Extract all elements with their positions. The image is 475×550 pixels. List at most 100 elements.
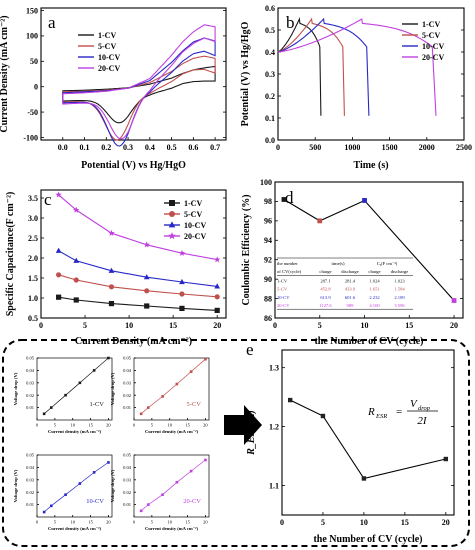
inset-10-CV-y-tick-label: 0.02	[26, 490, 34, 495]
inset-5-CV-point	[146, 406, 150, 409]
panel-b-y-tick-label: 0.2	[265, 92, 275, 101]
panel-b-x-axis-label: Time (s)	[353, 160, 388, 171]
panel-a-y-tick-label: 150	[26, 6, 38, 15]
panel-b-gcd-10-CV	[277, 17, 370, 116]
panel-a-y-axis-label: Current Density (mA cm⁻²)	[0, 15, 10, 132]
panel-d-y-tick-label: 92	[264, 256, 272, 265]
panel-b-x-tick-label: 2000	[419, 143, 435, 152]
panel-e-y-tick-label: 1.1	[269, 481, 279, 490]
panel-d-table-cell: 433.9	[345, 287, 356, 292]
inset-20-CV-y-tick-label: 0.04	[123, 465, 132, 470]
marker-star	[178, 249, 186, 256]
inset-20-CV-series	[139, 458, 207, 513]
panel-c-y-tick-label: 2.5	[28, 234, 38, 243]
panel-c-x-axis-label: Current Density (mA cm⁻²)	[75, 336, 192, 347]
inset-1-CV-point	[49, 406, 53, 409]
panel-a-x-tick-label: 0.2	[101, 143, 111, 152]
inset-1-CV-y-tick-label: 0.01	[26, 405, 34, 410]
marker-star	[143, 241, 150, 248]
panel-d-table-cell: 3.596	[394, 303, 405, 308]
panel-d-x-tick-label: 5	[318, 321, 322, 330]
panel-e-x-tick-label: 0	[280, 518, 284, 527]
panel-d-table-cell: 1-CV	[277, 278, 288, 283]
panel-d-table-subheader: of CV(cycle)	[277, 269, 302, 274]
panel-a-y-tick-label: 0	[34, 82, 38, 91]
inset-20-CV-axes: 0 5 10 15 20 0.01 0.02 0.03 0.04 0.05	[123, 453, 210, 525]
inset-5-CV-axes: 0 5 10 15 20 0.01 0.02 0.03 0.04 0.05	[123, 356, 210, 428]
inset-10-CV-y-tick-label: 0.05	[26, 453, 35, 458]
inset-10-CV-x-tick-label: 10	[70, 520, 75, 525]
panel-d-table: the number time(s) Cₐ(F cm⁻²) of CV(cycle) c…	[277, 257, 413, 310]
inset-1-CV-series	[42, 356, 110, 416]
panel-a-legend-label: 1-CV	[98, 31, 116, 40]
inset-1-CV-y-tick-label: 0.03	[26, 380, 35, 385]
panel-label-c: c	[44, 190, 52, 209]
marker-triangle	[73, 257, 80, 263]
inset-1-CV-point	[92, 369, 96, 372]
panel-c-legend: 1-CV 5-CV 10-CV 20-CV	[164, 199, 206, 241]
panel-c-legend-label: 5-CV	[184, 210, 202, 219]
inset-10-CV-series	[42, 461, 110, 514]
panel-d-line	[283, 199, 455, 301]
panel-e-x-tick-label: 10	[360, 518, 368, 527]
panel-a-legend-label: 5-CV	[98, 42, 116, 51]
marker-star	[168, 232, 176, 240]
inset-5-CV-y-axis-label: Voltage drop (V)	[110, 372, 115, 405]
inset-1-CV-y-axis-label: Voltage drop (V)	[13, 372, 18, 405]
panel-c-line-5-CV	[58, 274, 218, 298]
panel-d-x-tick-label: 0	[273, 321, 277, 330]
panel-d-table-cell: 20-CV	[277, 303, 290, 308]
panel-d-y-tick-label: 88	[264, 294, 272, 303]
inset-1-CV-label: 1-CV	[90, 401, 105, 408]
inset-10-CV-x-axis-label: Current density (mA cm⁻²)	[48, 526, 102, 531]
inset-20-CV-x-tick-label: 0	[133, 520, 136, 525]
inset-20-CV-point	[139, 509, 143, 513]
panel-label-d: d	[285, 188, 294, 207]
panel-b-legend-label: 5-CV	[422, 31, 440, 40]
equation-equals: =	[396, 406, 402, 418]
panel-d-table-cell: 601.6	[345, 295, 356, 300]
panel-b-legend-label: 10-CV	[422, 42, 444, 51]
inset-5-CV-x-tick-label: 20	[203, 423, 208, 428]
inset-5-CV-x-tick-label: 5	[151, 423, 154, 428]
panel-e-series	[287, 397, 449, 481]
inset-5-CV-x-tick-label: 15	[185, 423, 190, 428]
inset-5-CV-y-tick-label: 0.04	[123, 368, 132, 373]
inset-1-CV-x-tick-label: 0	[36, 423, 39, 428]
inset-20-CV-point	[189, 469, 193, 473]
panel-d-table-cell: 989	[347, 303, 355, 308]
marker-triangle	[179, 278, 185, 285]
inset-5-CV-x-axis-label: Current density (mA cm⁻²)	[145, 429, 199, 434]
panel-d-x-axis-label: the Number of CV (cycle)	[314, 336, 423, 347]
inset-20-CV-point	[146, 503, 150, 506]
panel-b-y-axis-label: Potential (V) vs Hg/HgO	[240, 21, 251, 126]
panel-d-table-cell: 2.189	[394, 295, 405, 300]
panel-d-table-cell: 1.024	[369, 278, 380, 283]
inset-10-CV-y-tick-label: 0.04	[26, 465, 35, 470]
inset-10-CV-y-tick-label: 0.03	[26, 477, 35, 482]
panel-c-line-1-CV	[58, 296, 218, 311]
marker-star	[73, 206, 80, 213]
panel-b-x-tick-label: 500	[309, 143, 321, 152]
inset-5-CV-point	[161, 395, 164, 398]
inset-5-CV-y-tick-label: 0.05	[123, 356, 132, 361]
panel-c-x-tick-label: 15	[169, 321, 177, 330]
inset-20-CV-point	[204, 458, 207, 462]
panel-c-legend-label: 1-CV	[184, 199, 202, 208]
inset-20-CV-y-tick-label: 0.02	[123, 490, 131, 495]
panel-b-axes: 0 500 1000 1500 2000 2500 0.0 0.1 0.2 0.3 0.4 0.5 0.…	[265, 4, 472, 152]
panel-a-cv-loop-10-CV	[62, 37, 216, 147]
inset-10-CV-frame	[36, 454, 113, 518]
inset-1-CV-point	[78, 381, 82, 385]
inset-10-CV-x-tick-label: 0	[36, 520, 39, 525]
panel-b-legend-label: 1-CV	[422, 20, 440, 29]
panel-a-y-tick-label: -100	[23, 133, 38, 142]
panel-d-table-cell: 1.651	[369, 287, 380, 292]
marker-triangle	[55, 247, 62, 253]
panel-c-series-10-CV	[55, 247, 221, 289]
arrow-icon	[224, 405, 262, 445]
panel-a-cv-loop-1-CV	[62, 65, 216, 124]
inset-20-CV-x-axis-label: Current density (mA cm⁻²)	[145, 526, 199, 531]
panel-e-y-tick-label: 1.2	[269, 422, 279, 431]
marker-star	[108, 229, 115, 236]
